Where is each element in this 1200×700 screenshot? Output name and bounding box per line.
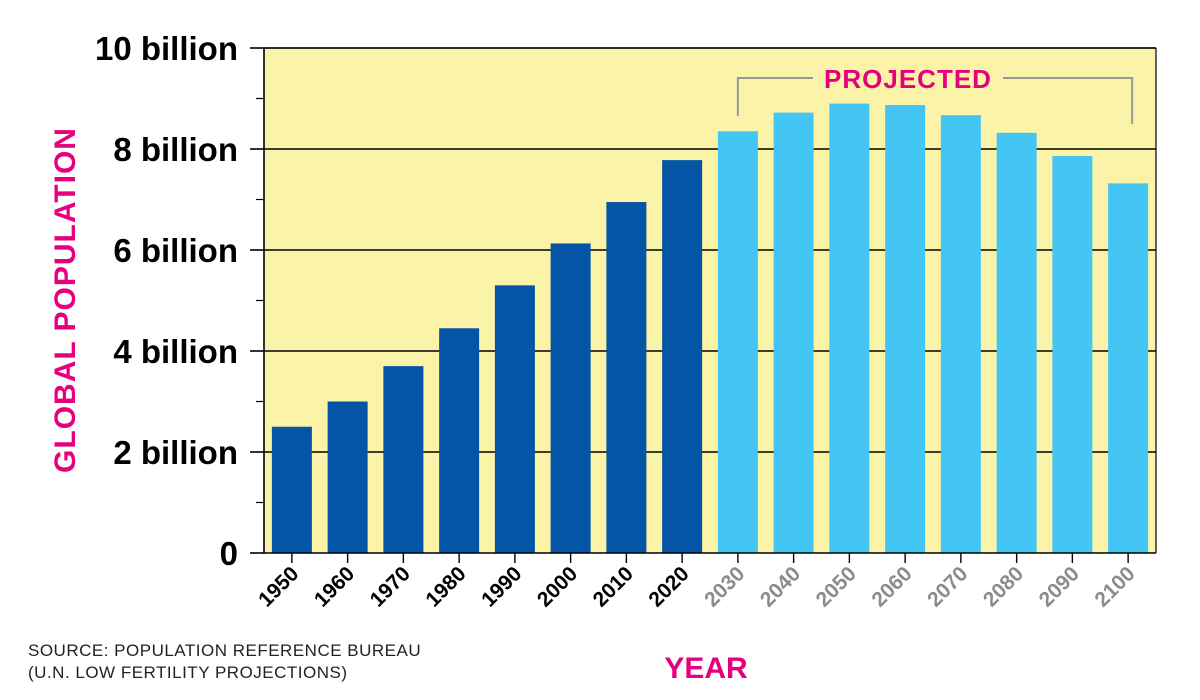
x-tick-label: 1970 xyxy=(366,562,415,611)
x-tick-label: 2050 xyxy=(812,562,861,611)
x-tick-label: 2000 xyxy=(533,562,582,611)
x-tick-label: 1950 xyxy=(254,562,303,611)
bar-2010 xyxy=(606,202,647,553)
x-tick-label: 2010 xyxy=(589,562,638,611)
source-line-1: SOURCE: POPULATION REFERENCE BUREAU xyxy=(28,641,422,660)
x-tick-label: 2060 xyxy=(867,562,916,611)
x-tick-label: 2040 xyxy=(756,562,805,611)
bar-1980 xyxy=(439,328,480,553)
bar-2000 xyxy=(550,243,591,553)
y-tick-label: 0 xyxy=(220,535,238,572)
bar-1960 xyxy=(327,401,368,553)
x-tick-label: 1960 xyxy=(310,562,359,611)
y-axis-label: GLOBAL POPULATION xyxy=(49,127,82,473)
x-tick-label: 2080 xyxy=(979,562,1028,611)
bar-2040 xyxy=(773,112,814,553)
projected-bracket: PROJECTED xyxy=(736,64,1134,124)
x-axis-ticks: 1950 1960 1970 1980 1990 2000 2010 2020 2030 2040… xyxy=(254,553,1140,612)
bar-2060 xyxy=(885,105,926,553)
x-tick-label: 2030 xyxy=(700,562,749,611)
bars xyxy=(271,103,1149,554)
y-tick-label: 6 billion xyxy=(113,232,238,269)
x-axis-label: YEAR xyxy=(664,652,748,685)
bar-2030 xyxy=(717,131,758,553)
bar-2100 xyxy=(1108,183,1149,553)
x-tick-label: 2070 xyxy=(923,562,972,611)
bar-2090 xyxy=(1052,156,1093,553)
y-tick-label: 2 billion xyxy=(113,434,238,471)
x-tick-label: 2090 xyxy=(1035,562,1084,611)
x-tick-label: 2020 xyxy=(644,562,693,611)
bar-1950 xyxy=(271,426,312,553)
bracket-left xyxy=(736,77,813,116)
source-note: SOURCE: POPULATION REFERENCE BUREAU (U.N… xyxy=(28,640,421,684)
bar-2050 xyxy=(829,103,870,554)
y-tick-label: 8 billion xyxy=(113,131,238,168)
x-tick-label: 1980 xyxy=(421,562,470,611)
x-tick-label: 2100 xyxy=(1090,562,1139,611)
y-tick-label: 4 billion xyxy=(113,333,238,370)
bar-1990 xyxy=(494,285,535,553)
bar-2070 xyxy=(940,115,981,553)
bar-2020 xyxy=(662,160,703,554)
y-axis: 0 2 billion 4 billion 6 billion 8 billion 10 … xyxy=(95,30,1157,572)
x-tick-label: 1990 xyxy=(477,562,526,611)
bracket-right xyxy=(1003,77,1134,124)
source-line-2: (U.N. LOW FERTILITY PROJECTIONS) xyxy=(28,663,348,682)
bar-1970 xyxy=(383,366,424,553)
projected-label: PROJECTED xyxy=(824,64,992,94)
bar-2080 xyxy=(996,132,1037,553)
y-tick-label: 10 billion xyxy=(95,30,238,67)
